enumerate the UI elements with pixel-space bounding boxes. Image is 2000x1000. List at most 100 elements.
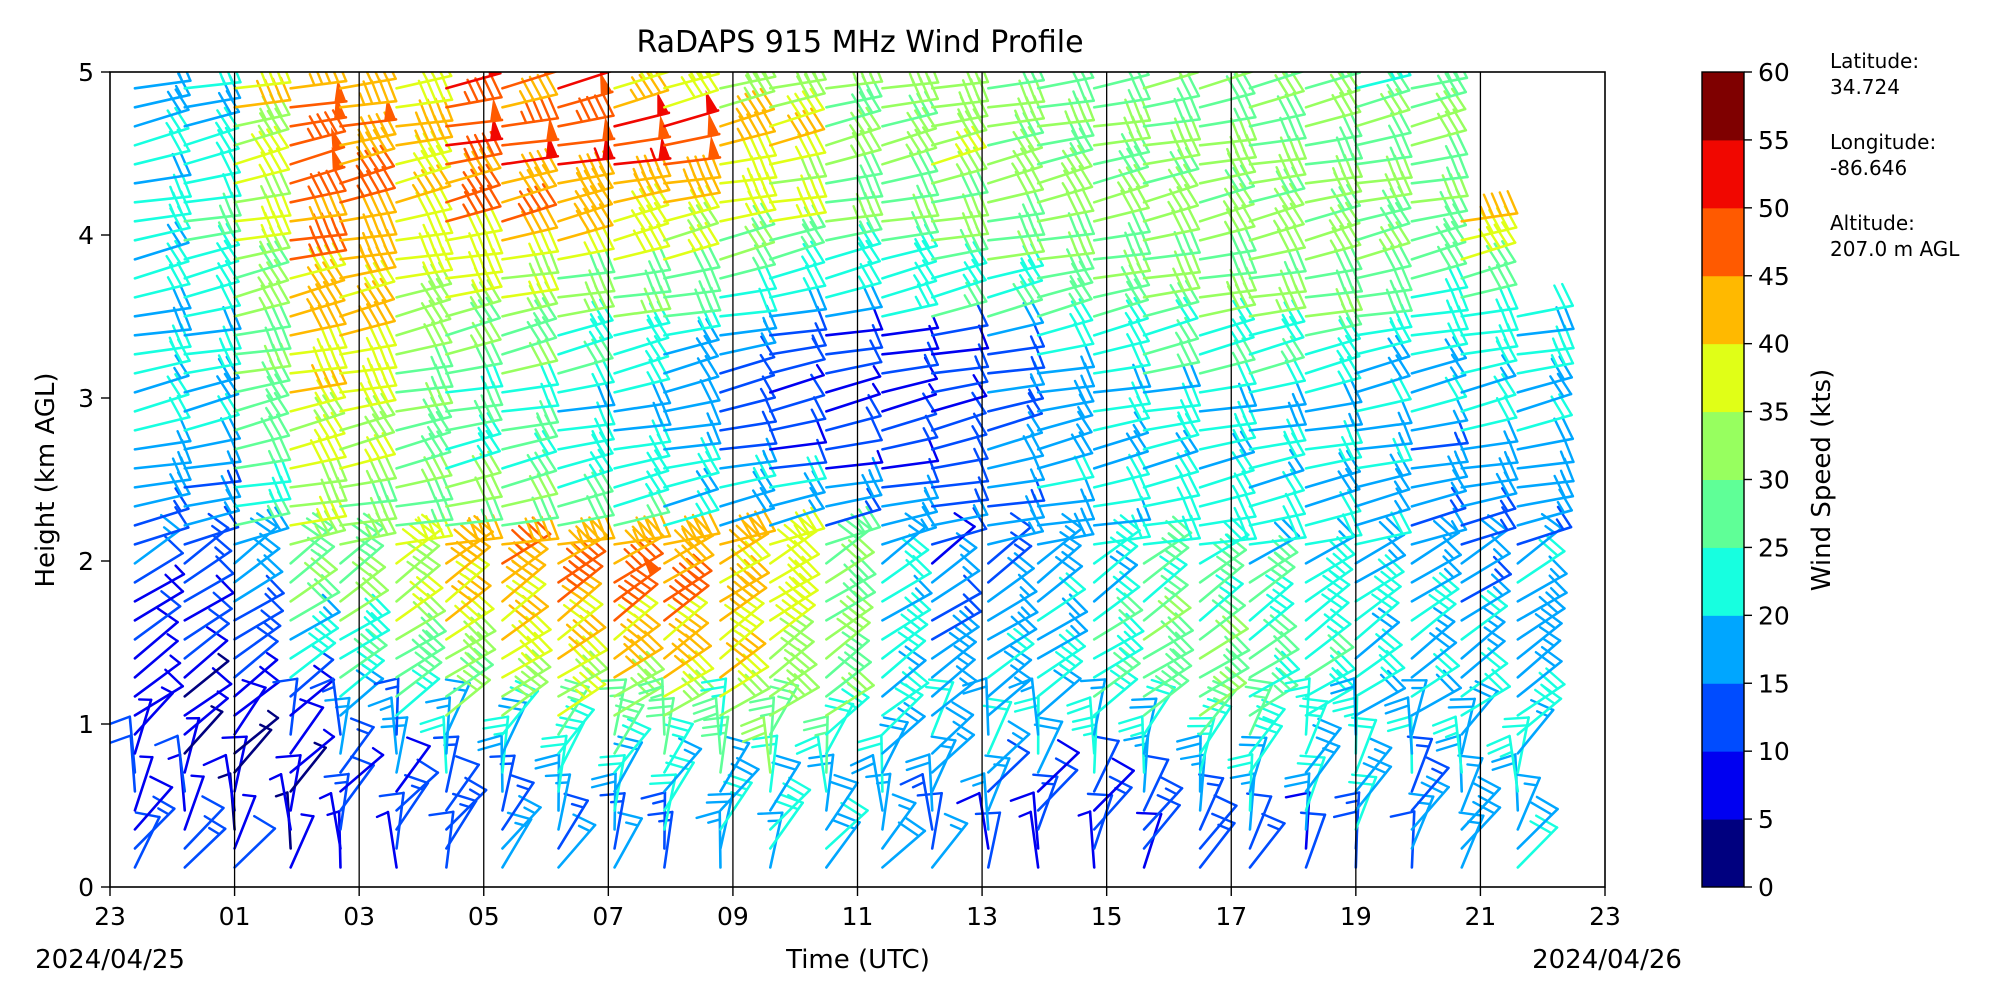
wind-barb <box>930 258 987 299</box>
latitude-label: Latitude: <box>1830 49 1920 73</box>
wind-barb <box>1176 734 1202 793</box>
x-axis-label: Time (UTC) <box>785 945 930 975</box>
wind-profile-column <box>1384 72 1469 869</box>
wind-barb <box>1248 114 1307 147</box>
wind-barb <box>719 419 778 451</box>
wind-barb <box>987 300 1045 337</box>
colorbar-ticks: 0 5 10 15 20 25 30 35 40 45 50 55 60 <box>1744 58 1790 902</box>
wind-barb <box>133 72 192 90</box>
wind-barb <box>1198 248 1258 280</box>
wind-barb <box>1486 734 1520 793</box>
wind-barb <box>825 283 883 318</box>
colorbar-tick-label: 25 <box>1758 533 1790 562</box>
wind-barb <box>825 365 882 394</box>
wind-barb <box>501 297 558 337</box>
wind-barb <box>768 363 825 394</box>
wind-barb <box>1142 72 1200 90</box>
wind-barb <box>663 536 715 584</box>
wind-barb <box>613 201 670 242</box>
wind-barb <box>825 382 881 413</box>
wind-barb <box>1514 773 1542 831</box>
wind-barb <box>987 720 1031 774</box>
wind-barb <box>1092 185 1150 223</box>
wind-barb <box>1354 669 1407 717</box>
wind-barb <box>1036 410 1093 451</box>
wind-barb <box>987 343 1046 375</box>
wind-barb <box>1142 73 1201 109</box>
colorbar-cell <box>1702 751 1744 820</box>
colorbar-tick-label: 15 <box>1758 669 1790 698</box>
wind-profile-column <box>590 72 672 869</box>
wind-barb <box>445 495 504 527</box>
wind-barb <box>881 315 940 337</box>
wind-barb <box>1142 206 1201 242</box>
wind-barb <box>1198 470 1256 508</box>
wind-barb <box>663 629 713 679</box>
wind-barb <box>339 72 397 90</box>
wind-profile-column <box>1066 72 1152 869</box>
wind-barb <box>233 665 281 717</box>
wind-barb <box>233 125 290 166</box>
wind-barb <box>663 244 721 280</box>
wind-barb <box>987 433 1045 470</box>
wind-barb <box>395 736 431 793</box>
wind-barb <box>1092 757 1135 812</box>
wind-barb <box>1142 648 1193 698</box>
x-tick-label: 11 <box>842 902 874 931</box>
wind-barb <box>339 746 385 793</box>
wind-barb <box>1460 285 1519 318</box>
wind-barb <box>663 377 721 413</box>
colorbar-tick-label: 10 <box>1758 737 1790 766</box>
wind-barb <box>719 516 770 565</box>
wind-profile-column <box>740 72 828 869</box>
wind-barb <box>1460 487 1517 527</box>
wind-barb <box>881 793 917 850</box>
wind-barb <box>1142 296 1199 337</box>
wind-barb <box>1248 448 1305 489</box>
wind-barb <box>1354 509 1412 546</box>
colorbar-tick-label: 5 <box>1758 805 1774 834</box>
wind-barb <box>692 696 722 755</box>
wind-barb <box>1248 609 1298 660</box>
wind-barb <box>768 555 821 603</box>
wind-barb <box>183 172 242 204</box>
wind-barb <box>395 319 453 356</box>
wind-barb <box>1142 775 1184 831</box>
wind-barb <box>395 452 453 489</box>
wind-barb <box>1354 72 1412 90</box>
wind-barb <box>339 410 396 451</box>
wind-barb <box>501 95 560 128</box>
x-tick-label: 01 <box>219 902 251 931</box>
wind-barb <box>1248 358 1306 394</box>
wind-barb <box>1248 491 1307 527</box>
wind-barb <box>233 391 290 432</box>
wind-barb <box>133 438 192 470</box>
wind-barb <box>1304 267 1363 299</box>
wind-barb <box>768 486 825 527</box>
wind-barb <box>638 677 666 736</box>
wind-barb <box>233 191 292 223</box>
wind-barb <box>1516 372 1573 413</box>
wind-barb <box>1248 380 1307 413</box>
wind-barb <box>930 324 990 356</box>
wind-barb <box>1354 334 1411 375</box>
wind-barb <box>640 791 667 850</box>
wind-barb <box>881 414 939 451</box>
wind-barb <box>339 321 397 356</box>
wind-barb <box>1354 185 1412 223</box>
colorbar-cell <box>1702 547 1744 616</box>
wind-barb <box>133 564 186 603</box>
wind-barb <box>930 108 988 147</box>
wind-barb <box>740 715 772 774</box>
wind-barb <box>1198 514 1258 546</box>
colorbar-label: Wind Speed (kts) <box>1807 369 1837 591</box>
wind-barb <box>825 150 883 185</box>
wind-barb <box>1460 262 1518 299</box>
wind-barb <box>987 611 1038 660</box>
wind-barb <box>1036 320 1095 356</box>
wind-barb <box>318 791 342 850</box>
wind-barb <box>395 410 452 451</box>
wind-barb <box>133 775 174 831</box>
wind-barb <box>501 773 535 831</box>
wind-barb <box>930 735 957 793</box>
